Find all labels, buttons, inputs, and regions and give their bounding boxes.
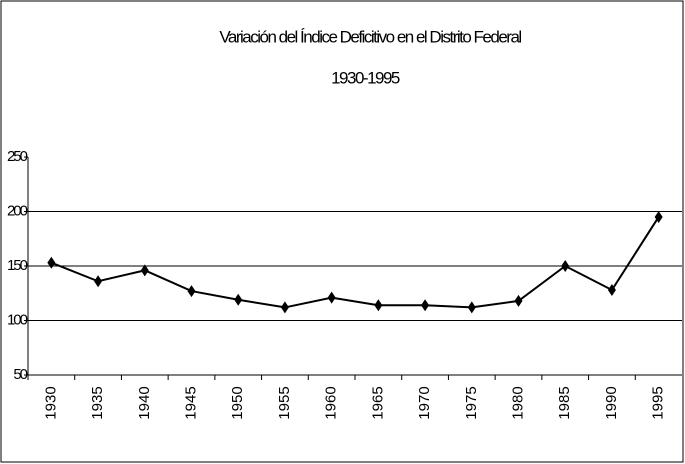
marker (280, 301, 289, 314)
marker (140, 264, 149, 277)
marker (187, 285, 196, 298)
x-tick-label: 1955 (276, 386, 293, 419)
y-tick-label: 150 (7, 257, 28, 274)
marker (467, 301, 476, 314)
marker (234, 293, 243, 306)
x-tick-label: 1935 (89, 386, 106, 419)
line (50, 216, 660, 309)
y-tick-label: 250 (7, 148, 28, 165)
y-tick-label: 200 (7, 202, 28, 219)
marker (47, 256, 56, 269)
marker (327, 291, 336, 304)
marker (607, 283, 616, 296)
x-tick-label: 1950 (229, 386, 246, 419)
chart-title: Variación del Índice Deficitivo en el Di… (219, 27, 521, 46)
y-tick-label: 100 (7, 311, 28, 328)
x-tick-label: 1980 (509, 386, 526, 419)
x-tick-label: 1930 (42, 386, 59, 419)
y-tick-label: 50 (13, 366, 27, 383)
x-tick-label: 1940 (136, 386, 153, 419)
marker (654, 210, 663, 223)
x-tick-label: 1960 (323, 386, 340, 419)
x-tick-label: 1945 (182, 386, 199, 419)
x-tick-label: 1990 (603, 386, 620, 419)
x-tick-label: 1970 (416, 386, 433, 419)
x-tick-label: 1965 (369, 386, 386, 419)
x-tick-label: 1995 (650, 386, 667, 419)
x-tick-label: 1975 (463, 386, 480, 419)
marker (561, 260, 570, 272)
marker (94, 275, 103, 288)
x-tick-label: 1985 (556, 386, 573, 419)
chart-subtitle: 1930-1995 (331, 68, 400, 87)
marker (374, 299, 383, 312)
marker (514, 294, 523, 307)
marker (421, 299, 430, 312)
